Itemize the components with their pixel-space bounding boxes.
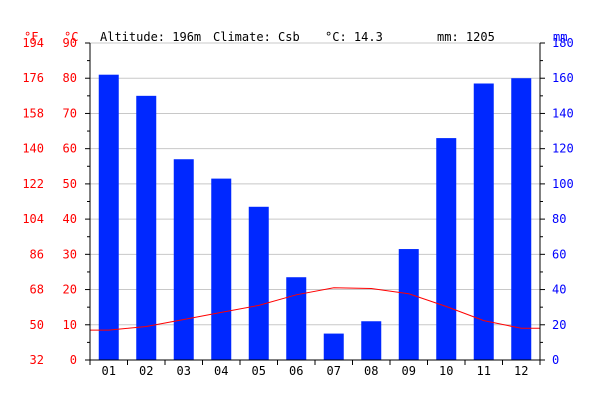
precip-bar — [398, 249, 419, 360]
climate-label: Climate: Csb — [213, 30, 300, 44]
precip-bar — [323, 333, 344, 360]
month-tick-label: 09 — [402, 364, 416, 378]
celsius-tick-label: 50 — [63, 177, 77, 191]
celsius-tick-label: 10 — [63, 318, 77, 332]
precip-tick-label: 40 — [552, 283, 566, 297]
fahrenheit-tick-label: 158 — [22, 106, 44, 120]
fahrenheit-tick-label: 86 — [30, 247, 44, 261]
month-tick-label: 08 — [364, 364, 378, 378]
precip-tick-label: 60 — [552, 247, 566, 261]
fahrenheit-tick-label: 140 — [22, 142, 44, 156]
celsius-tick-label: 20 — [63, 283, 77, 297]
altitude-label: Altitude: 196m — [100, 30, 201, 44]
precip-bar — [98, 74, 119, 360]
precip-tick-label: 100 — [552, 177, 574, 191]
celsius-tick-label: 70 — [63, 106, 77, 120]
gridlines — [90, 42, 540, 326]
precip-tick-label: 160 — [552, 71, 574, 85]
fahrenheit-tick-label: 176 — [22, 71, 44, 85]
precip-tick-label: 180 — [552, 36, 574, 50]
month-tick-label: 05 — [252, 364, 266, 378]
precip-bar — [211, 178, 232, 360]
precip-bar — [248, 206, 269, 360]
celsius-tick-label: 30 — [63, 247, 77, 261]
precip-tick-label: 20 — [552, 318, 566, 332]
celsius-tick-label: 90 — [63, 36, 77, 50]
month-tick-label: 07 — [327, 364, 341, 378]
precip-tick-label: 140 — [552, 106, 574, 120]
precip-tick-label: 120 — [552, 142, 574, 156]
mm-unit-label: mm — [553, 30, 567, 44]
precip-total-label: mm: 1205 — [437, 30, 495, 44]
celsius-unit-label: °C — [64, 30, 78, 44]
precip-bar — [473, 83, 494, 360]
fahrenheit-tick-label: 68 — [30, 283, 44, 297]
month-tick-label: 11 — [477, 364, 491, 378]
precip-tick-label: 0 — [552, 353, 559, 367]
fahrenheit-tick-label: 104 — [22, 212, 44, 226]
month-tick-label: 02 — [139, 364, 153, 378]
fahrenheit-unit-label: °F — [24, 30, 38, 44]
fahrenheit-tick-label: 194 — [22, 36, 44, 50]
axes — [85, 42, 545, 365]
month-tick-label: 12 — [514, 364, 528, 378]
celsius-tick-label: 0 — [70, 353, 77, 367]
precip-bar — [136, 95, 157, 360]
month-tick-label: 06 — [289, 364, 303, 378]
month-tick-label: 10 — [439, 364, 453, 378]
precip-bar — [286, 277, 307, 360]
precip-bar — [361, 321, 382, 360]
temperature-line — [90, 287, 540, 331]
month-tick-label: 04 — [214, 364, 228, 378]
fahrenheit-tick-label: 50 — [30, 318, 44, 332]
precip-tick-label: 80 — [552, 212, 566, 226]
temperature-line-group — [90, 287, 540, 331]
precipitation-bars — [98, 74, 532, 360]
celsius-tick-label: 60 — [63, 142, 77, 156]
month-tick-label: 03 — [177, 364, 191, 378]
month-tick-label: 01 — [102, 364, 116, 378]
precip-bar — [436, 138, 457, 360]
fahrenheit-tick-label: 122 — [22, 177, 44, 191]
tick-labels: 3250688610412214015817619401020304050607… — [22, 36, 573, 378]
mean-temp-label: °C: 14.3 — [325, 30, 383, 44]
celsius-tick-label: 80 — [63, 71, 77, 85]
fahrenheit-tick-label: 32 — [30, 353, 44, 367]
celsius-tick-label: 40 — [63, 212, 77, 226]
precip-bar — [511, 78, 532, 360]
precip-bar — [173, 159, 194, 360]
